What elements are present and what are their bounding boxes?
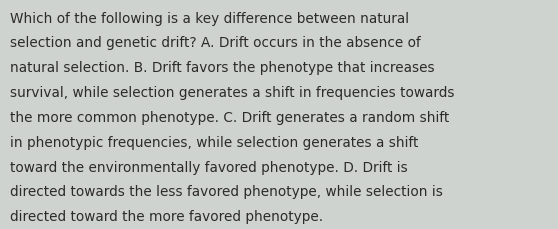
Text: in phenotypic frequencies, while selection generates a shift: in phenotypic frequencies, while selecti… <box>10 135 418 149</box>
Text: directed toward the more favored phenotype.: directed toward the more favored phenoty… <box>10 209 323 223</box>
Text: natural selection. B. Drift favors the phenotype that increases: natural selection. B. Drift favors the p… <box>10 61 435 75</box>
Text: selection and genetic drift? A. Drift occurs in the absence of: selection and genetic drift? A. Drift oc… <box>10 36 421 50</box>
Text: directed towards the less favored phenotype, while selection is: directed towards the less favored phenot… <box>10 185 443 199</box>
Text: the more common phenotype. C. Drift generates a random shift: the more common phenotype. C. Drift gene… <box>10 110 449 124</box>
Text: Which of the following is a key difference between natural: Which of the following is a key differen… <box>10 11 409 25</box>
Text: toward the environmentally favored phenotype. D. Drift is: toward the environmentally favored pheno… <box>10 160 408 174</box>
Text: survival, while selection generates a shift in frequencies towards: survival, while selection generates a sh… <box>10 86 455 100</box>
